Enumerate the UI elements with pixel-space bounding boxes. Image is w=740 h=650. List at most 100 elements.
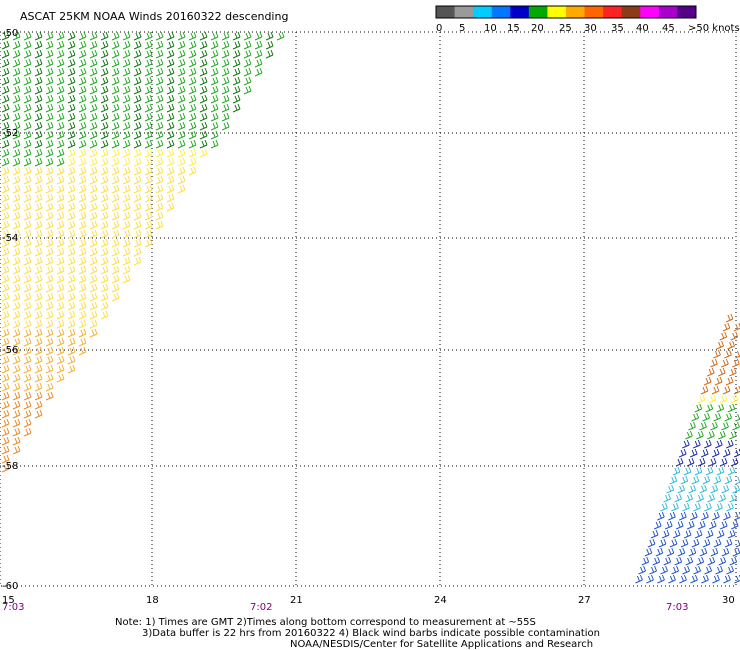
- wind-barb: [78, 229, 87, 239]
- wind-barb: [144, 175, 153, 185]
- wind-barb: [729, 367, 737, 377]
- wind-barb: [714, 376, 723, 386]
- wind-barb: [199, 130, 208, 140]
- wind-barb: [89, 40, 98, 50]
- wind-barb: [133, 211, 142, 221]
- wind-barb: [56, 283, 65, 293]
- wind-barb: [34, 238, 43, 248]
- wind-barb: [697, 394, 706, 404]
- wind-barb: [199, 139, 208, 149]
- wind-barb: [725, 376, 734, 386]
- wind-barb: [144, 148, 153, 158]
- wind-barb: [78, 337, 87, 347]
- wind-barb: [89, 292, 98, 302]
- wind-barb: [734, 574, 740, 584]
- wind-barb: [67, 229, 76, 239]
- wind-barb: [34, 211, 43, 221]
- wind-barb: [199, 40, 208, 50]
- wind-barb: [221, 112, 230, 122]
- wind-barb: [265, 31, 274, 41]
- wind-barb: [144, 202, 153, 212]
- wind-barb: [78, 76, 87, 86]
- wind-barb: [144, 238, 153, 248]
- wind-barb: [100, 76, 109, 86]
- wind-barb: [657, 511, 665, 521]
- latitude-labels: -50 -52 -54 -56 -58 -60: [2, 28, 18, 592]
- wind-barb: [89, 130, 98, 140]
- wind-barb: [638, 565, 647, 575]
- wind-barb: [34, 220, 43, 230]
- wind-barb: [683, 466, 692, 476]
- wind-barb: [671, 502, 679, 512]
- wind-barb: [177, 94, 186, 104]
- wind-barb: [100, 166, 109, 176]
- wind-barb: [23, 337, 32, 347]
- wind-barb: [89, 301, 98, 311]
- wind-barb: [199, 58, 208, 68]
- wind-barb: [67, 130, 76, 140]
- wind-barb: [100, 238, 109, 248]
- wind-barb: [89, 184, 98, 194]
- lon-tick-30: 30: [722, 595, 735, 606]
- wind-barb: [144, 76, 153, 86]
- wind-barb: [721, 547, 730, 557]
- wind-barb: [664, 520, 673, 530]
- wind-barb: [726, 439, 734, 449]
- wind-barb: [56, 157, 65, 167]
- wind-barb: [243, 31, 252, 41]
- wind-barb: [1, 400, 10, 410]
- wind-barb: [45, 229, 54, 239]
- map-title: ASCAT 25KM NOAA Winds 20160322 descendin…: [20, 10, 288, 23]
- wind-barb: [155, 220, 164, 230]
- wind-barb: [727, 340, 736, 350]
- wind-barb: [89, 157, 98, 167]
- wind-barb: [34, 283, 43, 293]
- wind-barb: [144, 139, 153, 149]
- footnotes: Note: 1) Times are GMT 2)Times along bot…: [115, 617, 600, 650]
- wind-barb: [155, 166, 164, 176]
- wind-barb: [188, 157, 197, 167]
- wind-barb: [133, 40, 142, 50]
- legend-label: 5: [459, 23, 465, 34]
- wind-barb: [67, 184, 76, 194]
- wind-barb: [89, 175, 98, 185]
- wind-barb: [668, 574, 676, 584]
- wind-barb: [727, 466, 736, 476]
- wind-barb: [725, 313, 734, 323]
- wind-barb: [713, 412, 722, 422]
- wind-barb: [715, 439, 723, 449]
- wind-barb: [34, 229, 43, 239]
- wind-barb: [23, 94, 32, 104]
- wind-barb: [276, 31, 285, 41]
- wind-barb: [34, 184, 43, 194]
- wind-barb: [166, 85, 175, 95]
- wind-barb: [122, 103, 131, 113]
- wind-barb: [12, 310, 21, 320]
- wind-barb: [45, 283, 54, 293]
- wind-barb: [45, 256, 54, 266]
- wind-barb: [718, 493, 726, 503]
- wind-barb: [122, 274, 131, 284]
- wind-barb: [67, 283, 76, 293]
- wind-barb: [1, 184, 10, 194]
- wind-barb: [67, 76, 76, 86]
- wind-barb: [188, 85, 197, 95]
- wind-barb: [45, 274, 54, 284]
- legend-swatch: [640, 6, 660, 18]
- wind-barb: [78, 274, 87, 284]
- wind-barb: [67, 103, 76, 113]
- wind-barb: [210, 94, 219, 104]
- wind-barb: [210, 49, 219, 59]
- wind-barb: [724, 538, 733, 548]
- wind-barb: [67, 202, 76, 212]
- wind-barb: [45, 130, 54, 140]
- legend-frame: [435, 5, 697, 19]
- wind-barb: [100, 265, 109, 275]
- wind-barb: [1, 454, 10, 464]
- wind-barb: [199, 31, 208, 41]
- wind-barb: [723, 511, 731, 521]
- wind-barb: [133, 85, 142, 95]
- wind-barb: [23, 31, 32, 41]
- wind-barb: [177, 148, 186, 158]
- wind-barb: [188, 166, 197, 176]
